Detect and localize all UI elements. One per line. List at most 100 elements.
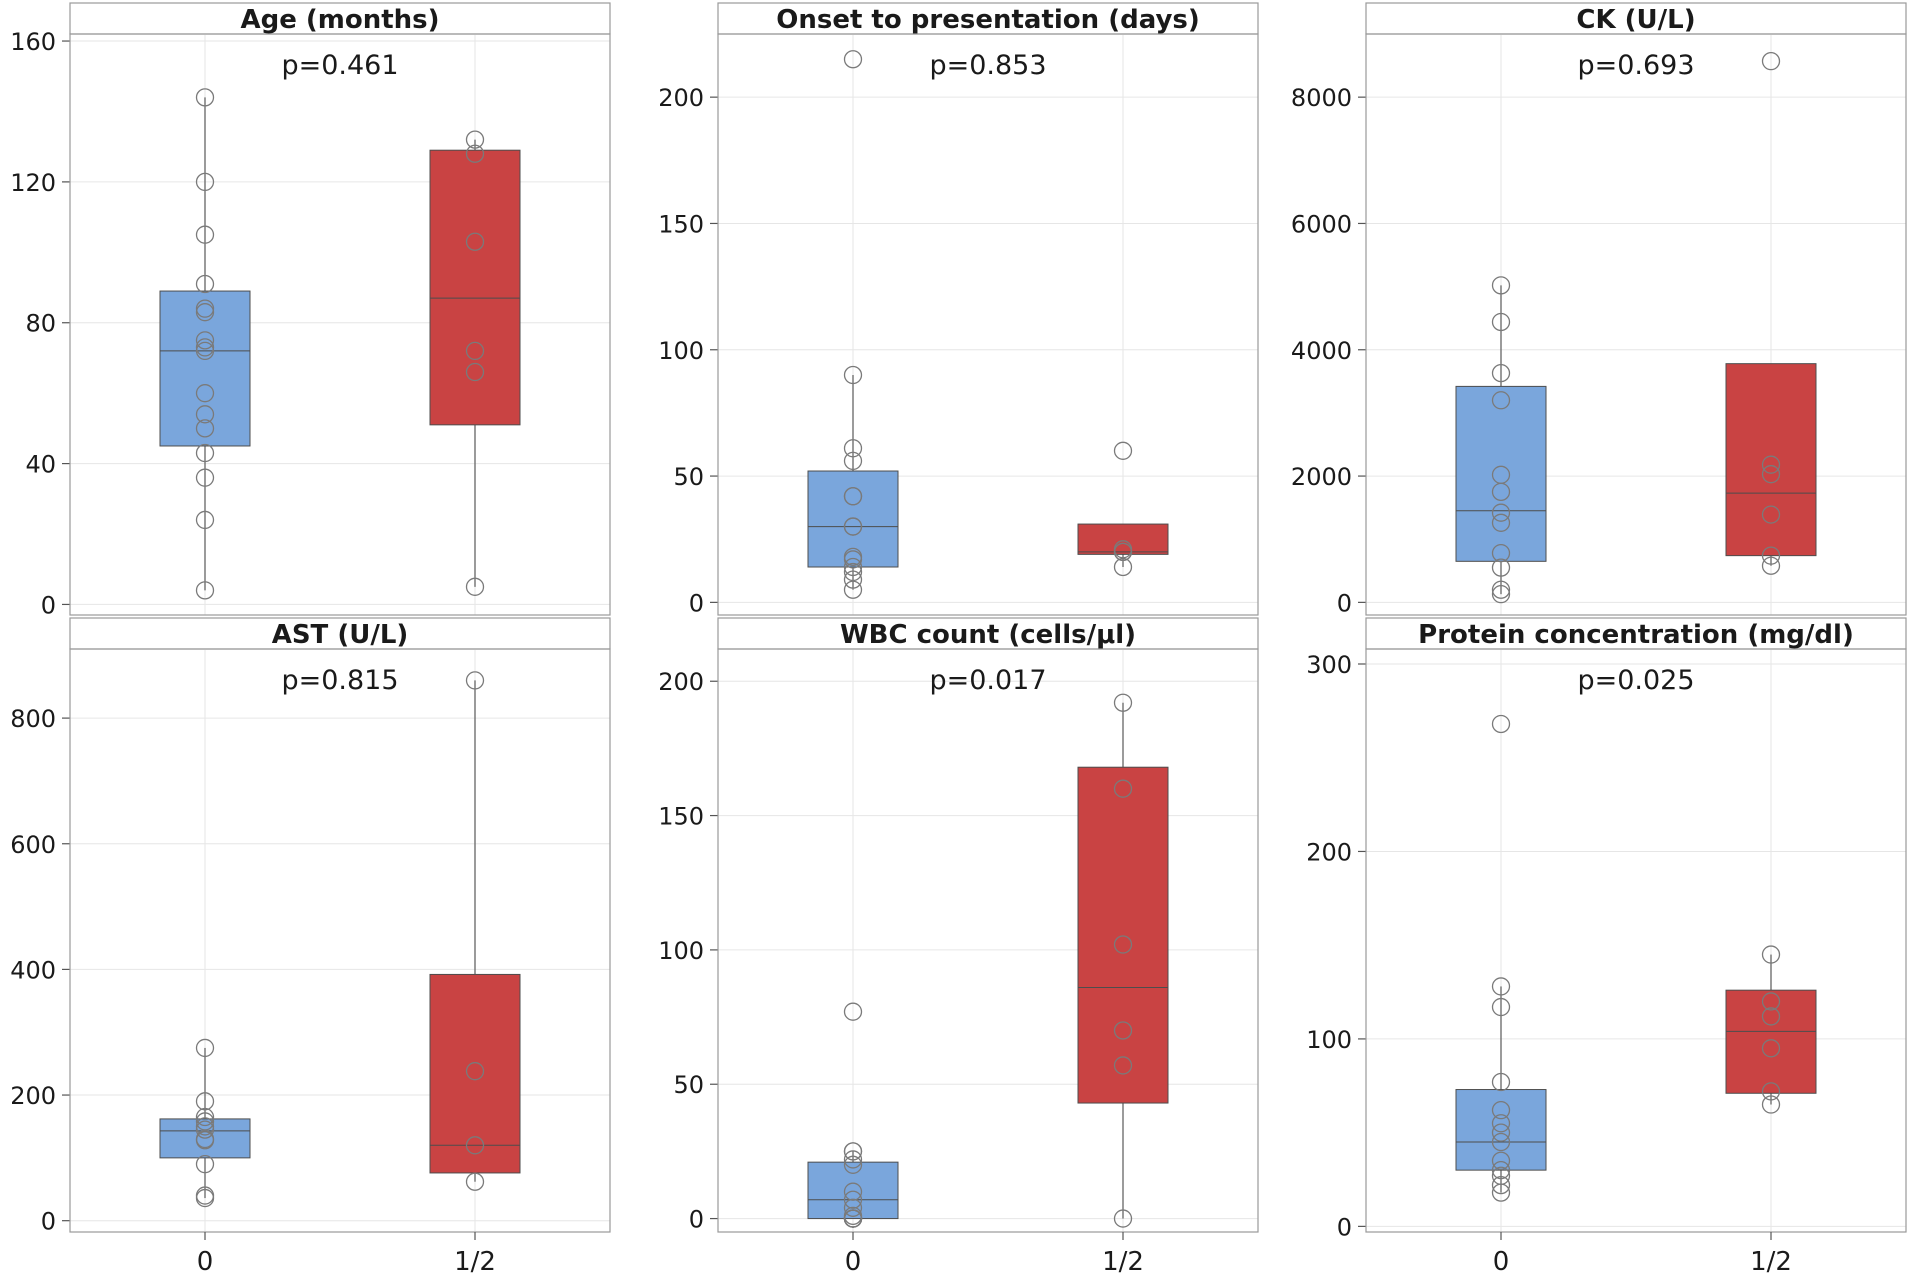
data-point bbox=[195, 419, 215, 438]
iqr-box bbox=[429, 973, 521, 1174]
chart-panel-4: AST (U/L) 0 200 400 600 800 p=0.815 0 1/2 bbox=[10, 617, 611, 1277]
data-point bbox=[843, 451, 863, 471]
iqr-box bbox=[1077, 523, 1169, 555]
chart-panel-5: WBC count (cells/μl) 0 50 100 150 200 p=0.017 0… bbox=[658, 617, 1259, 1277]
y-tick-label: 0 bbox=[689, 1206, 704, 1234]
y-tick-label: 4000 bbox=[1291, 337, 1352, 365]
data-point bbox=[195, 1112, 215, 1131]
data-point bbox=[195, 1107, 215, 1127]
data-point bbox=[1491, 580, 1511, 599]
data-point bbox=[1491, 276, 1511, 295]
data-point bbox=[1761, 505, 1781, 524]
plot-frame bbox=[1365, 648, 1907, 1233]
y-tick-label: 0 bbox=[689, 589, 704, 617]
plot-frame bbox=[717, 648, 1259, 1233]
data-point bbox=[1491, 312, 1511, 332]
data-point bbox=[1761, 556, 1781, 575]
iqr-box bbox=[807, 470, 899, 568]
data-point bbox=[1113, 1056, 1133, 1075]
box-group-0 bbox=[1455, 714, 1547, 1202]
x-tick-label: 0 bbox=[1493, 1247, 1510, 1277]
panel-header bbox=[1365, 2, 1907, 35]
plot-frame bbox=[717, 33, 1259, 616]
data-point bbox=[1491, 1101, 1511, 1120]
data-point bbox=[843, 439, 863, 458]
y-tick-label: 400 bbox=[10, 956, 56, 984]
data-point bbox=[195, 1038, 215, 1058]
data-point bbox=[843, 570, 863, 589]
data-point bbox=[1113, 441, 1133, 460]
data-point bbox=[1491, 1114, 1511, 1133]
plot-frame bbox=[69, 648, 611, 1233]
y-tick-label: 40 bbox=[25, 451, 56, 479]
data-point bbox=[1761, 1007, 1781, 1026]
data-point bbox=[465, 1172, 485, 1191]
data-point bbox=[843, 557, 863, 577]
data-point bbox=[1761, 465, 1781, 484]
data-point bbox=[195, 405, 215, 424]
p-value-label: p=0.025 bbox=[1577, 665, 1694, 696]
box-group-1-2 bbox=[1725, 52, 1817, 575]
data-point bbox=[465, 1136, 485, 1155]
y-tick-label: 8000 bbox=[1291, 84, 1352, 112]
data-point bbox=[195, 1092, 215, 1111]
box-group-1-2 bbox=[1077, 693, 1169, 1228]
panel-title: Onset to presentation (days) bbox=[776, 5, 1200, 35]
y-tick-label: 160 bbox=[10, 28, 56, 56]
y-tick-label: 50 bbox=[673, 1071, 704, 1099]
data-point bbox=[1491, 1175, 1511, 1195]
data-point bbox=[843, 1206, 863, 1226]
data-point bbox=[1113, 557, 1133, 577]
data-point bbox=[465, 671, 485, 690]
data-point bbox=[195, 443, 215, 463]
box-group-1-2 bbox=[429, 130, 521, 596]
data-point bbox=[1761, 455, 1781, 474]
data-point bbox=[195, 384, 215, 403]
panel-title: Age (months) bbox=[240, 5, 439, 35]
data-point bbox=[1491, 391, 1511, 410]
y-tick-label: 100 bbox=[1306, 1026, 1352, 1054]
x-tick-label: 0 bbox=[845, 1247, 862, 1277]
data-point bbox=[465, 341, 485, 361]
data-point bbox=[1491, 1160, 1511, 1180]
data-point bbox=[195, 303, 215, 322]
data-point bbox=[195, 1186, 215, 1205]
data-point bbox=[1113, 693, 1133, 712]
data-point bbox=[465, 232, 485, 251]
y-tick-label: 120 bbox=[10, 169, 56, 197]
panel-header bbox=[717, 617, 1259, 650]
panel-title: AST (U/L) bbox=[272, 620, 409, 650]
plot-frame bbox=[1365, 33, 1907, 616]
p-value-label: p=0.461 bbox=[281, 50, 398, 81]
data-point bbox=[1491, 1132, 1511, 1152]
box-group-0 bbox=[1455, 276, 1547, 604]
data-point bbox=[843, 1190, 863, 1209]
data-point bbox=[195, 172, 215, 192]
iqr-box bbox=[1077, 766, 1169, 1104]
y-tick-label: 100 bbox=[658, 937, 704, 965]
data-point bbox=[1761, 546, 1781, 565]
data-point bbox=[195, 581, 215, 600]
y-tick-label: 100 bbox=[658, 337, 704, 365]
p-value-label: p=0.815 bbox=[281, 665, 398, 696]
data-point bbox=[843, 50, 863, 69]
chart-panel-6: Protein concentration (mg/dl) 0 100 200 300 p… bbox=[1306, 617, 1907, 1277]
data-point bbox=[195, 225, 215, 244]
data-point bbox=[465, 1062, 485, 1081]
data-point bbox=[843, 1182, 863, 1201]
data-point bbox=[195, 274, 215, 294]
chart-panel-3: CK (U/L) 0 2000 4000 6000 8000 p=0.693 bbox=[1291, 2, 1907, 617]
y-tick-label: 150 bbox=[658, 803, 704, 831]
x-tick-label: 1/2 bbox=[1750, 1247, 1792, 1277]
data-point bbox=[195, 331, 215, 350]
data-point bbox=[843, 365, 863, 385]
data-point bbox=[843, 1198, 863, 1217]
y-tick-label: 600 bbox=[10, 831, 56, 859]
data-point bbox=[1491, 543, 1511, 563]
p-value-label: p=0.693 bbox=[1577, 50, 1694, 81]
panel-header bbox=[1365, 617, 1907, 650]
y-tick-label: 0 bbox=[41, 1208, 56, 1236]
data-point bbox=[1113, 779, 1133, 798]
data-point bbox=[1113, 1209, 1133, 1228]
